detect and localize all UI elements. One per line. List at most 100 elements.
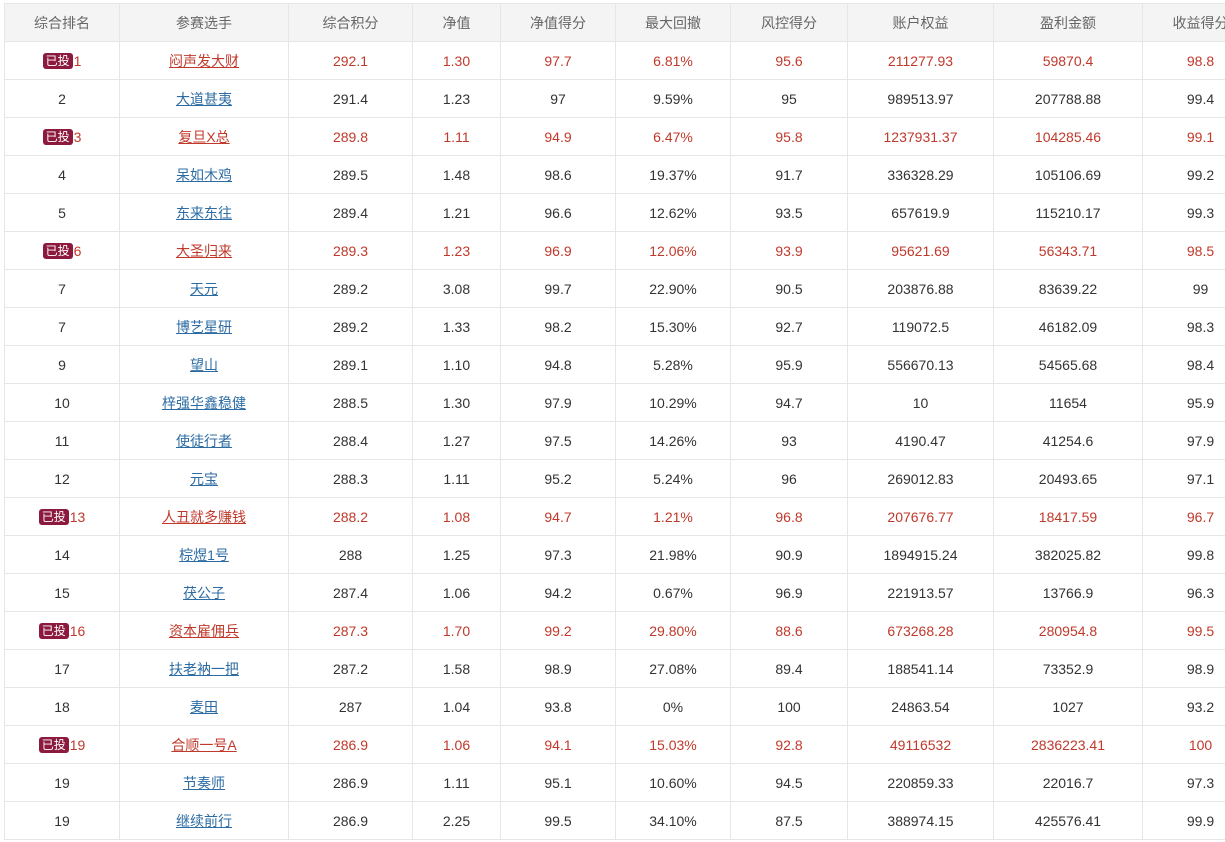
player-name-link[interactable]: 闷声发大财	[169, 52, 239, 69]
player-name-link[interactable]: 大道甚夷	[176, 90, 232, 107]
nav-cell: 2.25	[412, 801, 501, 840]
table-row: 已投 16 资本雇佣兵 287.3 1.70 99.2 29.80% 88.6 673268.2…	[4, 611, 1225, 650]
rank-cell: 12	[4, 459, 120, 498]
table-row: 2 大道甚夷 291.4 1.23 97 9.59% 95 989513.97 207788.8…	[4, 79, 1225, 118]
drawdown-cell: 19.37%	[615, 155, 731, 194]
player-name-link[interactable]: 节奏师	[183, 774, 225, 791]
table-row: 19 继续前行 286.9 2.25 99.5 34.10% 87.5 388974.15 42…	[4, 801, 1225, 840]
player-name-link[interactable]: 茯公子	[183, 584, 225, 601]
nav-cell: 1.33	[412, 307, 501, 346]
header-return-score[interactable]: 收益得分	[1142, 3, 1225, 42]
risk-score-cell: 100	[730, 687, 848, 726]
player-name-link[interactable]: 麦田	[190, 698, 218, 715]
return-score-cell: 100	[1142, 725, 1225, 764]
rank-cell: 15	[4, 573, 120, 612]
header-nav-score[interactable]: 净值得分	[500, 3, 616, 42]
header-drawdown[interactable]: 最大回撤	[615, 3, 731, 42]
drawdown-cell: 29.80%	[615, 611, 731, 650]
profit-cell: 83639.22	[993, 269, 1143, 308]
drawdown-cell: 1.21%	[615, 497, 731, 536]
nav-cell: 1.10	[412, 345, 501, 384]
drawdown-cell: 9.59%	[615, 79, 731, 118]
return-score-cell: 99.1	[1142, 117, 1225, 156]
player-name-link[interactable]: 大圣归来	[176, 242, 232, 259]
nav-score-cell: 97.7	[500, 41, 616, 80]
player-name-cell: 节奏师	[119, 763, 289, 802]
drawdown-cell: 5.24%	[615, 459, 731, 498]
table-row: 已投 1 闷声发大财 292.1 1.30 97.7 6.81% 95.6 211277.93 5…	[4, 41, 1225, 80]
return-score-cell: 93.2	[1142, 687, 1225, 726]
rank-value: 9	[58, 356, 66, 373]
player-name-link[interactable]: 梓强华鑫稳健	[162, 394, 246, 411]
equity-cell: 220859.33	[847, 763, 994, 802]
rank-value: 7	[58, 318, 66, 335]
profit-cell: 56343.71	[993, 231, 1143, 270]
profit-cell: 73352.9	[993, 649, 1143, 688]
score-cell: 292.1	[288, 41, 413, 80]
equity-cell: 207676.77	[847, 497, 994, 536]
score-cell: 289.3	[288, 231, 413, 270]
header-equity[interactable]: 账户权益	[847, 3, 994, 42]
nav-score-cell: 97.3	[500, 535, 616, 574]
player-name-cell: 大圣归来	[119, 231, 289, 270]
equity-cell: 119072.5	[847, 307, 994, 346]
table-header-row: 综合排名 参赛选手 综合积分 净值 净值得分 最大回撤 风控得分 账户权益 盈利…	[4, 3, 1225, 42]
table-body: 已投 1 闷声发大财 292.1 1.30 97.7 6.81% 95.6 211277.93 5…	[4, 41, 1225, 840]
invested-badge: 已投	[38, 508, 69, 525]
drawdown-cell: 10.60%	[615, 763, 731, 802]
risk-score-cell: 89.4	[730, 649, 848, 688]
player-name-cell: 扶老衲一把	[119, 649, 289, 688]
risk-score-cell: 90.9	[730, 535, 848, 574]
profit-cell: 20493.65	[993, 459, 1143, 498]
nav-cell: 1.04	[412, 687, 501, 726]
nav-cell: 1.08	[412, 497, 501, 536]
nav-score-cell: 97.5	[500, 421, 616, 460]
player-name-link[interactable]: 资本雇佣兵	[169, 622, 239, 639]
rank-value: 1	[73, 52, 82, 69]
rank-value: 13	[69, 508, 86, 525]
player-name-link[interactable]: 人丑就多赚钱	[162, 508, 246, 525]
player-name-link[interactable]: 合顺一号A	[171, 736, 237, 753]
score-cell: 288.4	[288, 421, 413, 460]
equity-cell: 1894915.24	[847, 535, 994, 574]
player-name-link[interactable]: 元宝	[190, 470, 218, 487]
player-name-link[interactable]: 呆如木鸡	[176, 166, 232, 183]
player-name-link[interactable]: 使徒行者	[176, 432, 232, 449]
player-name-link[interactable]: 复旦X总	[178, 128, 230, 145]
player-name-link[interactable]: 博艺星研	[176, 318, 232, 335]
risk-score-cell: 94.5	[730, 763, 848, 802]
risk-score-cell: 92.7	[730, 307, 848, 346]
nav-cell: 1.11	[412, 763, 501, 802]
player-name-link[interactable]: 东来东往	[176, 204, 232, 221]
header-risk-score[interactable]: 风控得分	[730, 3, 848, 42]
nav-cell: 1.30	[412, 383, 501, 422]
rank-value: 16	[69, 622, 86, 639]
table-row: 17 扶老衲一把 287.2 1.58 98.9 27.08% 89.4 188541.14 7…	[4, 649, 1225, 688]
header-player[interactable]: 参赛选手	[119, 3, 289, 42]
header-rank[interactable]: 综合排名	[4, 3, 120, 42]
rank-value: 19	[54, 812, 70, 829]
drawdown-cell: 5.28%	[615, 345, 731, 384]
player-name-link[interactable]: 天元	[190, 280, 218, 297]
player-name-cell: 麦田	[119, 687, 289, 726]
player-name-cell: 望山	[119, 345, 289, 384]
ranking-table-container: 综合排名 参赛选手 综合积分 净值 净值得分 最大回撤 风控得分 账户权益 盈利…	[4, 3, 1225, 840]
drawdown-cell: 15.30%	[615, 307, 731, 346]
drawdown-cell: 12.62%	[615, 193, 731, 232]
return-score-cell: 96.7	[1142, 497, 1225, 536]
header-nav[interactable]: 净值	[412, 3, 501, 42]
header-profit[interactable]: 盈利金额	[993, 3, 1143, 42]
player-name-link[interactable]: 扶老衲一把	[169, 660, 239, 677]
player-name-link[interactable]: 继续前行	[176, 812, 232, 829]
return-score-cell: 99.4	[1142, 79, 1225, 118]
nav-score-cell: 97.9	[500, 383, 616, 422]
player-name-link[interactable]: 望山	[190, 356, 218, 373]
risk-score-cell: 88.6	[730, 611, 848, 650]
nav-score-cell: 94.2	[500, 573, 616, 612]
equity-cell: 203876.88	[847, 269, 994, 308]
header-score[interactable]: 综合积分	[288, 3, 413, 42]
risk-score-cell: 94.7	[730, 383, 848, 422]
nav-cell: 1.58	[412, 649, 501, 688]
player-name-link[interactable]: 棕煜1号	[179, 546, 229, 563]
rank-value: 17	[54, 660, 70, 677]
